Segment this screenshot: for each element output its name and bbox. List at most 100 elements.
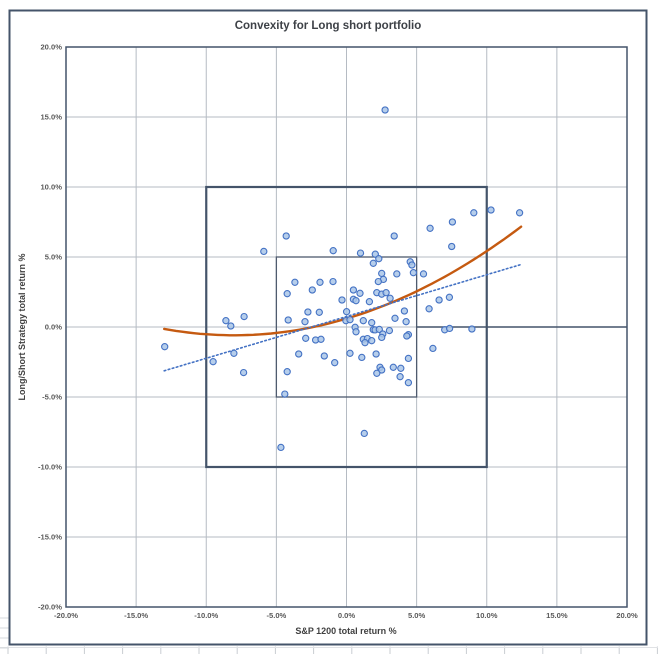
scatter-point[interactable] <box>368 319 376 327</box>
scatter-point[interactable] <box>308 286 316 294</box>
scatter-point[interactable] <box>404 379 413 387</box>
scatter-point[interactable] <box>378 333 386 342</box>
scatter-point[interactable] <box>426 224 434 232</box>
scatter-point[interactable] <box>240 312 248 321</box>
scatter-point[interactable] <box>295 350 303 358</box>
scatter-point[interactable] <box>346 349 354 357</box>
scatter-point[interactable] <box>402 318 410 326</box>
scatter-point[interactable] <box>331 359 339 367</box>
scatter-point[interactable] <box>381 106 389 114</box>
scatter-point[interactable] <box>356 249 365 257</box>
scatter-point[interactable] <box>435 296 443 304</box>
scatter-point[interactable] <box>359 317 367 325</box>
scatter-point[interactable] <box>329 247 337 255</box>
x-axis-title[interactable]: S&P 1200 total return % <box>295 626 396 636</box>
scatter-point[interactable] <box>284 316 292 324</box>
y-tick-label: 0.0% <box>45 323 63 332</box>
y-tick-label: 15.0% <box>40 113 62 122</box>
scatter-point[interactable] <box>291 278 299 286</box>
scatter-point[interactable] <box>468 325 476 333</box>
scatter-point[interactable] <box>445 293 454 301</box>
scatter-point[interactable] <box>372 350 380 358</box>
scatter-point[interactable] <box>161 343 169 351</box>
y-tick-label: 10.0% <box>40 183 62 192</box>
scatter-point[interactable] <box>356 289 364 297</box>
worksheet-grid-marks <box>0 617 658 654</box>
scatter-point[interactable] <box>385 326 394 335</box>
scatter-point[interactable] <box>403 332 411 340</box>
scatter-point[interactable] <box>369 259 377 267</box>
scatter-point[interactable] <box>378 269 386 278</box>
scatter-point[interactable] <box>283 368 291 376</box>
scatter-point[interactable] <box>429 344 437 353</box>
scatter-point[interactable] <box>397 364 405 372</box>
scatter-point[interactable] <box>400 307 409 315</box>
scatter-point[interactable] <box>470 209 478 217</box>
scatter-point[interactable] <box>352 297 360 305</box>
scatter-point[interactable] <box>260 247 268 256</box>
scatter-point[interactable] <box>338 296 346 304</box>
scatter-point[interactable] <box>374 277 382 286</box>
y-tick-label: -10.0% <box>38 463 62 472</box>
scatter-point[interactable] <box>315 308 323 316</box>
scatter-point[interactable] <box>227 322 235 330</box>
scatter-point[interactable] <box>346 316 354 324</box>
scatter-point[interactable] <box>277 443 285 452</box>
scatter-point[interactable] <box>302 334 310 342</box>
scatter-point[interactable] <box>304 308 312 316</box>
scatter-point[interactable] <box>349 286 358 294</box>
scatter-point[interactable] <box>393 270 401 278</box>
scatter-point[interactable] <box>368 337 376 345</box>
scatter-point[interactable] <box>281 390 289 398</box>
scatter-point[interactable] <box>404 354 413 363</box>
x-tick-label: 0.0% <box>338 611 356 620</box>
scatter-point[interactable] <box>378 366 386 374</box>
scatter-point[interactable] <box>317 335 325 343</box>
chart-outer-border <box>8 9 648 646</box>
chart-title[interactable]: Convexity for Long short portfolio <box>235 20 422 32</box>
scatter-point[interactable] <box>361 339 369 347</box>
scatter-point[interactable] <box>301 318 309 326</box>
axis-tick-labels: -20.0% -15.0% -10.0% -5.0% 0.0% 5.0% 10.0% 15.0… <box>38 43 638 620</box>
scatter-point[interactable] <box>282 232 290 240</box>
y-axis-title[interactable]: Long/Short Strategy total return % <box>17 253 27 400</box>
scatter-point[interactable] <box>386 294 394 302</box>
scatter-point[interactable] <box>360 429 368 438</box>
scatter-point[interactable] <box>222 317 230 325</box>
scatter-point[interactable] <box>320 352 328 360</box>
scatter-point[interactable] <box>239 368 248 377</box>
scatter-point[interactable] <box>373 369 381 377</box>
x-tick-label: -15.0% <box>124 611 148 620</box>
scatter-point[interactable] <box>230 349 238 357</box>
x-tick-label: 15.0% <box>546 611 568 620</box>
scatter-point[interactable] <box>358 353 366 362</box>
scatter-point[interactable] <box>352 328 360 336</box>
y-tick-label: -20.0% <box>38 603 62 612</box>
scatter-point[interactable] <box>487 206 495 214</box>
x-tick-label: -20.0% <box>54 611 78 620</box>
scatter-point[interactable] <box>409 269 418 277</box>
trendline-linear-fit[interactable] <box>163 263 522 372</box>
scatter-point[interactable] <box>408 261 416 269</box>
scatter-point[interactable] <box>425 305 433 313</box>
scatter-point[interactable] <box>391 314 399 322</box>
scatter-point[interactable] <box>390 232 398 240</box>
scatter-point[interactable] <box>419 270 428 278</box>
scatter-point[interactable] <box>448 242 456 251</box>
scatter-points <box>161 106 524 452</box>
scatter-point[interactable] <box>448 218 457 226</box>
scatter-point[interactable] <box>396 373 404 381</box>
scatter-point[interactable] <box>329 277 337 286</box>
scatter-point[interactable] <box>209 358 217 366</box>
scatter-point[interactable] <box>342 308 351 316</box>
scatter-point[interactable] <box>316 278 324 286</box>
scatter-point[interactable] <box>445 324 454 333</box>
scatter-point[interactable] <box>382 289 390 297</box>
scatter-point[interactable] <box>375 255 383 263</box>
scatter-point[interactable] <box>389 363 397 371</box>
scatter-point[interactable] <box>515 209 524 217</box>
scatter-point[interactable] <box>365 298 374 306</box>
x-tick-label: 10.0% <box>476 611 498 620</box>
scatter-point[interactable] <box>283 290 291 298</box>
